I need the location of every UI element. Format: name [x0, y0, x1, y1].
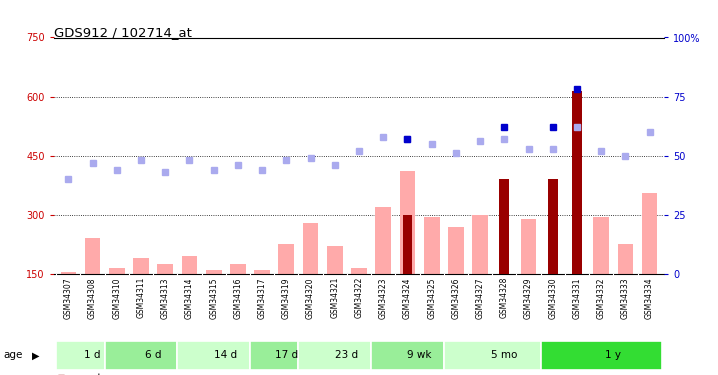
Bar	[206, 270, 222, 274]
Text: GSM34328: GSM34328	[500, 277, 509, 318]
Bar	[85, 238, 101, 274]
Bar	[182, 256, 197, 274]
FancyBboxPatch shape	[250, 341, 299, 370]
FancyBboxPatch shape	[56, 341, 105, 370]
Bar	[60, 272, 76, 274]
Text: count: count	[72, 373, 102, 375]
Text: GSM34333: GSM34333	[621, 277, 630, 319]
FancyBboxPatch shape	[541, 341, 662, 370]
Bar	[548, 179, 558, 274]
Text: GSM34313: GSM34313	[161, 277, 169, 318]
Text: GSM34334: GSM34334	[645, 277, 654, 319]
Text: GSM34321: GSM34321	[330, 277, 340, 318]
Text: 17 d: 17 d	[275, 350, 298, 360]
Bar	[279, 244, 294, 274]
Text: GSM34326: GSM34326	[452, 277, 460, 318]
FancyBboxPatch shape	[105, 341, 177, 370]
Bar	[351, 268, 367, 274]
Text: GSM34323: GSM34323	[378, 277, 388, 318]
Text: GSM34327: GSM34327	[475, 277, 485, 318]
Text: age: age	[4, 351, 23, 360]
Bar	[593, 217, 609, 274]
Text: GSM34314: GSM34314	[185, 277, 194, 318]
Text: 1 d: 1 d	[84, 350, 101, 360]
Text: 6 d: 6 d	[145, 350, 162, 360]
Text: GSM34325: GSM34325	[427, 277, 436, 318]
Text: ▶: ▶	[32, 351, 39, 360]
Text: 5 mo: 5 mo	[491, 350, 518, 360]
Text: GSM34332: GSM34332	[597, 277, 606, 318]
Text: GSM34322: GSM34322	[355, 277, 363, 318]
Bar	[109, 268, 125, 274]
Text: GSM34315: GSM34315	[209, 277, 218, 318]
Text: GSM34320: GSM34320	[306, 277, 315, 318]
Text: 9 wk: 9 wk	[407, 350, 432, 360]
Text: GSM34329: GSM34329	[524, 277, 533, 318]
Bar	[448, 226, 464, 274]
Bar	[230, 264, 246, 274]
Text: GSM34319: GSM34319	[282, 277, 291, 318]
Text: GSM34308: GSM34308	[88, 277, 97, 318]
Text: GSM34330: GSM34330	[549, 277, 557, 319]
Bar	[642, 193, 658, 274]
Text: GDS912 / 102714_at: GDS912 / 102714_at	[54, 26, 192, 39]
Text: GSM34307: GSM34307	[64, 277, 73, 319]
FancyBboxPatch shape	[371, 341, 444, 370]
FancyBboxPatch shape	[444, 341, 541, 370]
FancyBboxPatch shape	[177, 341, 250, 370]
Bar	[617, 244, 633, 274]
Bar	[303, 223, 319, 274]
Bar	[424, 217, 439, 274]
Text: GSM34310: GSM34310	[112, 277, 121, 318]
Text: 14 d: 14 d	[214, 350, 238, 360]
Text: GSM34311: GSM34311	[136, 277, 146, 318]
Bar	[376, 207, 391, 274]
Bar	[157, 264, 173, 274]
Bar	[254, 270, 270, 274]
Text: 23 d: 23 d	[335, 350, 358, 360]
Bar	[403, 214, 412, 274]
Text: GSM34331: GSM34331	[572, 277, 582, 318]
Text: 1 y: 1 y	[605, 350, 621, 360]
Bar	[472, 214, 488, 274]
Text: GSM34324: GSM34324	[403, 277, 412, 318]
Bar	[399, 171, 415, 274]
Text: GSM34317: GSM34317	[258, 277, 266, 318]
Bar	[572, 91, 582, 274]
Bar	[133, 258, 149, 274]
Text: GSM34316: GSM34316	[233, 277, 243, 318]
FancyBboxPatch shape	[299, 341, 371, 370]
Bar	[500, 179, 509, 274]
Bar	[327, 246, 342, 274]
Bar	[521, 219, 536, 274]
